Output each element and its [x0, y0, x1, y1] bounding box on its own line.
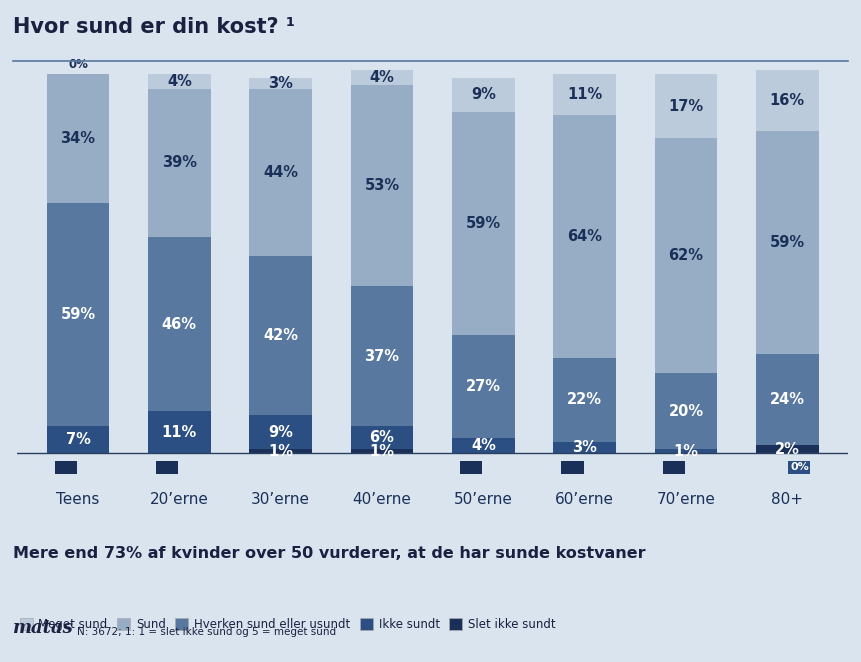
Bar: [148, 237, 211, 411]
Bar: [249, 77, 312, 89]
Text: 4%: 4%: [471, 438, 496, 453]
Text: 4%: 4%: [369, 70, 394, 85]
Legend: Meget sund, Sund, Hverken sund eller usundt, Ikke sundt, Slet ikke sundt: Meget sund, Sund, Hverken sund eller usu…: [15, 614, 561, 636]
Text: 0%: 0%: [57, 462, 75, 473]
Text: 7%: 7%: [65, 432, 90, 447]
Text: 0%: 0%: [68, 58, 88, 71]
Text: 0%: 0%: [461, 462, 480, 473]
Bar: [46, 73, 109, 203]
Text: 22%: 22%: [567, 393, 602, 407]
Text: 11%: 11%: [567, 87, 602, 102]
Bar: [249, 89, 312, 256]
Text: 42%: 42%: [263, 328, 298, 343]
Text: 27%: 27%: [466, 379, 501, 394]
Bar: [554, 442, 616, 453]
Bar: [452, 112, 515, 336]
Text: 1%: 1%: [673, 444, 698, 459]
Text: 0%: 0%: [563, 462, 582, 473]
Bar: [756, 446, 819, 453]
Text: 64%: 64%: [567, 229, 602, 244]
Bar: [554, 358, 616, 442]
Text: 3%: 3%: [269, 75, 293, 91]
Text: 24%: 24%: [770, 393, 805, 407]
Text: 46%: 46%: [162, 316, 197, 332]
Text: 17%: 17%: [668, 99, 703, 113]
Text: 0%: 0%: [665, 462, 683, 473]
Bar: [756, 354, 819, 446]
Bar: [350, 70, 413, 85]
Text: 44%: 44%: [263, 165, 298, 180]
Bar: [249, 256, 312, 415]
Text: 39%: 39%: [162, 156, 197, 170]
Bar: [452, 336, 515, 438]
Text: 16%: 16%: [770, 93, 805, 108]
Text: matas: matas: [13, 619, 74, 637]
Bar: [756, 70, 819, 130]
Text: N: 3672; 1: 1 = slet ikke sund og 5 = meget sund: N: 3672; 1: 1 = slet ikke sund og 5 = me…: [77, 627, 337, 637]
Text: 62%: 62%: [668, 248, 703, 263]
Text: 1%: 1%: [268, 444, 293, 459]
Text: 6%: 6%: [369, 430, 394, 446]
Bar: [452, 438, 515, 453]
Text: 53%: 53%: [364, 178, 400, 193]
Bar: [654, 73, 717, 138]
Text: 20%: 20%: [668, 404, 703, 419]
Text: 34%: 34%: [60, 130, 96, 146]
Bar: [249, 449, 312, 453]
Bar: [148, 73, 211, 89]
Bar: [350, 449, 413, 453]
Bar: [148, 411, 211, 453]
Bar: [756, 130, 819, 354]
Bar: [350, 85, 413, 286]
Text: 11%: 11%: [162, 424, 197, 440]
Bar: [452, 77, 515, 112]
Bar: [350, 426, 413, 449]
Text: 59%: 59%: [770, 235, 805, 250]
Bar: [554, 115, 616, 358]
Text: 37%: 37%: [364, 349, 400, 363]
Text: Hvor sund er din kost? ¹: Hvor sund er din kost? ¹: [13, 17, 295, 36]
Bar: [148, 89, 211, 237]
Bar: [249, 415, 312, 449]
Text: 59%: 59%: [466, 216, 501, 231]
Text: 59%: 59%: [60, 307, 96, 322]
Text: 0%: 0%: [790, 462, 808, 473]
Text: 2%: 2%: [775, 442, 800, 457]
Bar: [46, 426, 109, 453]
Text: 1%: 1%: [369, 444, 394, 459]
Text: 3%: 3%: [573, 440, 597, 455]
Bar: [350, 286, 413, 426]
Text: Mere end 73% af kvinder over 50 vurderer, at de har sunde kostvaner: Mere end 73% af kvinder over 50 vurderer…: [13, 546, 646, 561]
Text: 4%: 4%: [167, 74, 192, 89]
Bar: [654, 449, 717, 453]
Bar: [654, 138, 717, 373]
Bar: [654, 373, 717, 449]
Text: 9%: 9%: [471, 87, 496, 102]
Bar: [46, 203, 109, 426]
Text: 9%: 9%: [269, 424, 293, 440]
Bar: [554, 73, 616, 115]
Text: 0%: 0%: [158, 462, 177, 473]
